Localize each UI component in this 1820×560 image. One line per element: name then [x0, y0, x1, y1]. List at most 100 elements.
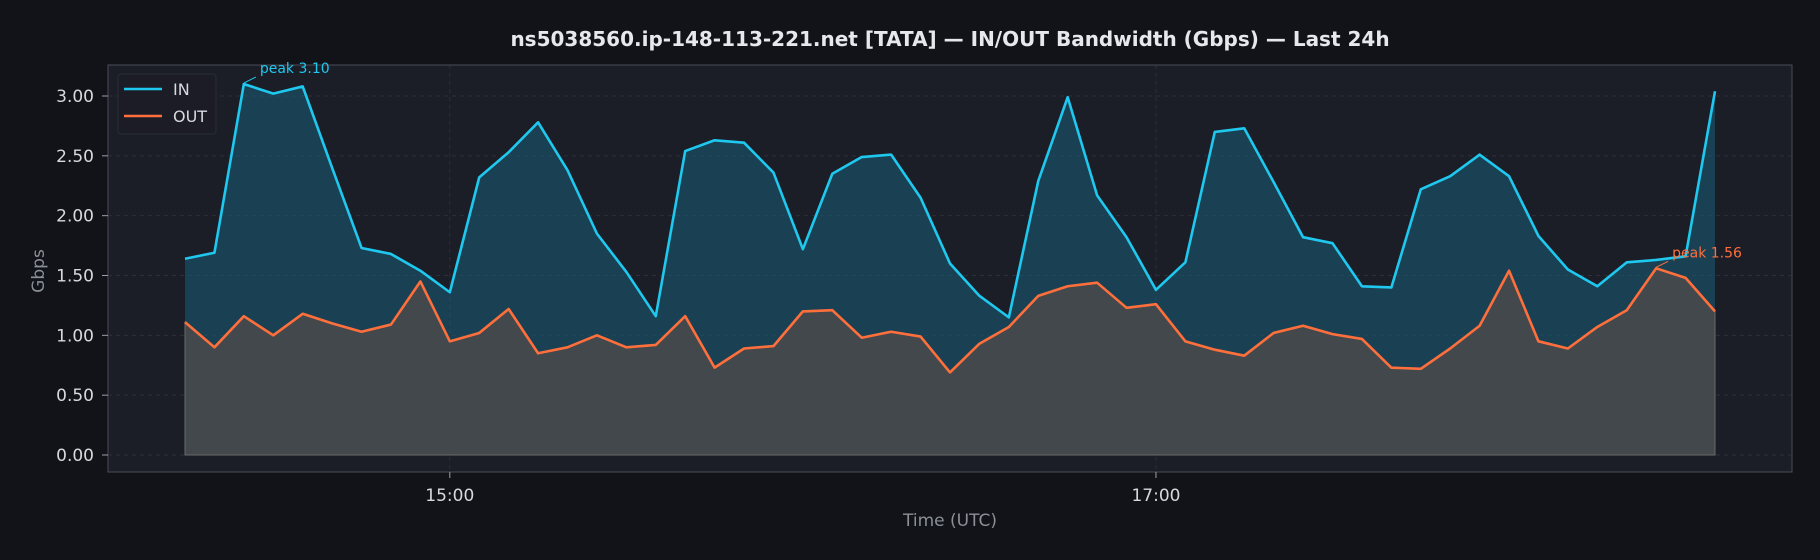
data-point-out	[1360, 337, 1364, 341]
chart-title: ns5038560.ip-148-113-221.net [TATA] — IN…	[510, 27, 1389, 51]
data-point-out	[1448, 346, 1452, 350]
data-point-in	[1095, 193, 1099, 197]
data-point-out	[889, 330, 893, 334]
annotation-label: peak 1.56	[1672, 245, 1742, 261]
x-tick-label: 15:00	[425, 486, 474, 506]
data-point-out	[448, 339, 452, 343]
data-point-in	[1272, 180, 1276, 184]
data-point-in	[1154, 288, 1158, 292]
data-point-out	[1125, 306, 1129, 310]
data-point-in	[1654, 258, 1658, 262]
data-point-out	[742, 346, 746, 350]
annotation-arrow	[243, 76, 257, 84]
data-point-in	[1536, 234, 1540, 238]
x-tick-label: 17:00	[1131, 486, 1180, 506]
data-point-in	[830, 172, 834, 176]
data-point-in	[536, 120, 540, 124]
data-point-in	[301, 84, 305, 88]
data-point-in	[1389, 285, 1393, 289]
data-point-out	[183, 320, 187, 324]
data-point-out	[212, 345, 216, 349]
data-point-in	[771, 171, 775, 175]
data-point-out	[801, 309, 805, 313]
data-point-out	[1478, 324, 1482, 328]
data-point-out	[1536, 339, 1540, 343]
data-point-in	[1125, 235, 1129, 239]
legend-label-out: OUT	[173, 107, 207, 126]
data-point-in	[1478, 153, 1482, 157]
data-point-out	[919, 335, 923, 339]
data-point-in	[1066, 95, 1070, 99]
data-point-in	[1419, 187, 1423, 191]
data-point-out	[1713, 309, 1717, 313]
x-axis-title: Time (UTC)	[902, 511, 997, 531]
data-point-out	[1095, 281, 1099, 285]
data-point-out	[1183, 339, 1187, 343]
data-point-in	[183, 257, 187, 261]
data-point-out	[713, 366, 717, 370]
data-point-in	[1595, 284, 1599, 288]
data-point-in	[1301, 235, 1305, 239]
data-point-in	[683, 149, 687, 153]
data-point-out	[477, 331, 481, 335]
data-point-out	[654, 343, 658, 347]
data-point-in	[1507, 174, 1511, 178]
data-point-in	[654, 314, 658, 318]
legend: IN OUT	[117, 73, 217, 135]
data-point-in	[1448, 174, 1452, 178]
data-point-in	[801, 247, 805, 251]
y-tick-label: 2.50	[56, 147, 94, 167]
data-point-in	[919, 196, 923, 200]
data-point-in	[1331, 241, 1335, 245]
data-point-out	[271, 333, 275, 337]
data-point-out	[977, 342, 981, 346]
data-point-in	[1183, 260, 1187, 264]
data-point-out	[507, 307, 511, 311]
data-point-out	[360, 330, 364, 334]
data-point-in	[1242, 126, 1246, 130]
data-point-out	[595, 333, 599, 337]
data-point-in	[418, 269, 422, 273]
data-point-out	[771, 344, 775, 348]
data-point-in	[477, 175, 481, 179]
data-point-out	[1301, 324, 1305, 328]
data-point-out	[330, 321, 334, 325]
data-point-in	[1007, 315, 1011, 319]
data-point-out	[830, 308, 834, 312]
data-point-out	[389, 323, 393, 327]
data-point-out	[860, 336, 864, 340]
data-point-out	[1036, 294, 1040, 298]
data-point-out	[1272, 331, 1276, 335]
data-point-out	[1507, 269, 1511, 273]
data-point-out	[566, 345, 570, 349]
data-point-in	[1625, 260, 1629, 264]
y-tick-label: 3.00	[56, 87, 94, 107]
data-point-out	[242, 314, 246, 318]
data-point-in	[713, 138, 717, 142]
data-point-out	[1331, 332, 1335, 336]
series-line-in	[184, 82, 1717, 319]
data-point-in	[742, 141, 746, 145]
series-line-out	[184, 267, 1716, 374]
y-tick-label: 0.00	[56, 446, 94, 466]
annotation-arrow	[1655, 260, 1669, 268]
data-point-in	[389, 252, 393, 256]
data-point-out	[1213, 348, 1217, 352]
data-point-out	[1684, 276, 1688, 280]
data-point-in	[948, 262, 952, 266]
data-point-in	[977, 294, 981, 298]
data-point-in	[566, 168, 570, 172]
y-axis-title: Gbps	[29, 249, 49, 293]
data-point-out	[1154, 302, 1158, 306]
data-point-out	[683, 314, 687, 318]
data-point-in	[271, 92, 275, 96]
data-point-in	[360, 246, 364, 250]
data-point-in	[1213, 130, 1217, 134]
data-point-out	[1066, 284, 1070, 288]
data-point-in	[212, 251, 216, 255]
data-point-in	[1713, 89, 1717, 93]
data-point-in	[507, 150, 511, 154]
data-point-in	[1036, 179, 1040, 183]
